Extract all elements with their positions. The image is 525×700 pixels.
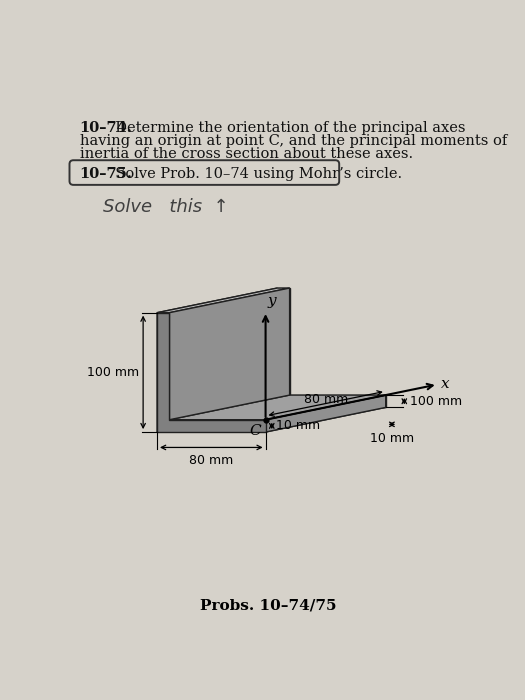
Polygon shape bbox=[157, 288, 277, 432]
Text: 80 mm: 80 mm bbox=[303, 393, 348, 406]
Text: 10–74.: 10–74. bbox=[80, 121, 132, 135]
Text: x: x bbox=[440, 377, 449, 391]
Text: 10 mm: 10 mm bbox=[370, 432, 414, 445]
Text: inertia of the cross section about these axes.: inertia of the cross section about these… bbox=[80, 147, 413, 161]
Text: C: C bbox=[249, 424, 261, 438]
Polygon shape bbox=[277, 288, 386, 407]
Text: 80 mm: 80 mm bbox=[189, 454, 234, 467]
Polygon shape bbox=[157, 407, 386, 432]
Polygon shape bbox=[170, 395, 386, 420]
Text: y: y bbox=[268, 294, 277, 308]
Text: Probs. 10–74/75: Probs. 10–74/75 bbox=[201, 598, 337, 612]
Text: 10 mm: 10 mm bbox=[277, 419, 321, 433]
Text: Determine the orientation of the principal axes: Determine the orientation of the princip… bbox=[106, 121, 466, 135]
Text: having an origin at point C, and the principal moments of: having an origin at point C, and the pri… bbox=[80, 134, 507, 148]
Text: Solve Prob. 10–74 using Mohr’s circle.: Solve Prob. 10–74 using Mohr’s circle. bbox=[106, 167, 402, 181]
Text: 100 mm: 100 mm bbox=[411, 395, 463, 407]
Text: Solve   this  ↑: Solve this ↑ bbox=[103, 198, 228, 216]
Polygon shape bbox=[157, 288, 290, 313]
Polygon shape bbox=[266, 395, 386, 432]
Text: 10–75.: 10–75. bbox=[80, 167, 132, 181]
Polygon shape bbox=[157, 313, 266, 432]
Polygon shape bbox=[170, 288, 290, 420]
Text: 100 mm: 100 mm bbox=[87, 366, 139, 379]
